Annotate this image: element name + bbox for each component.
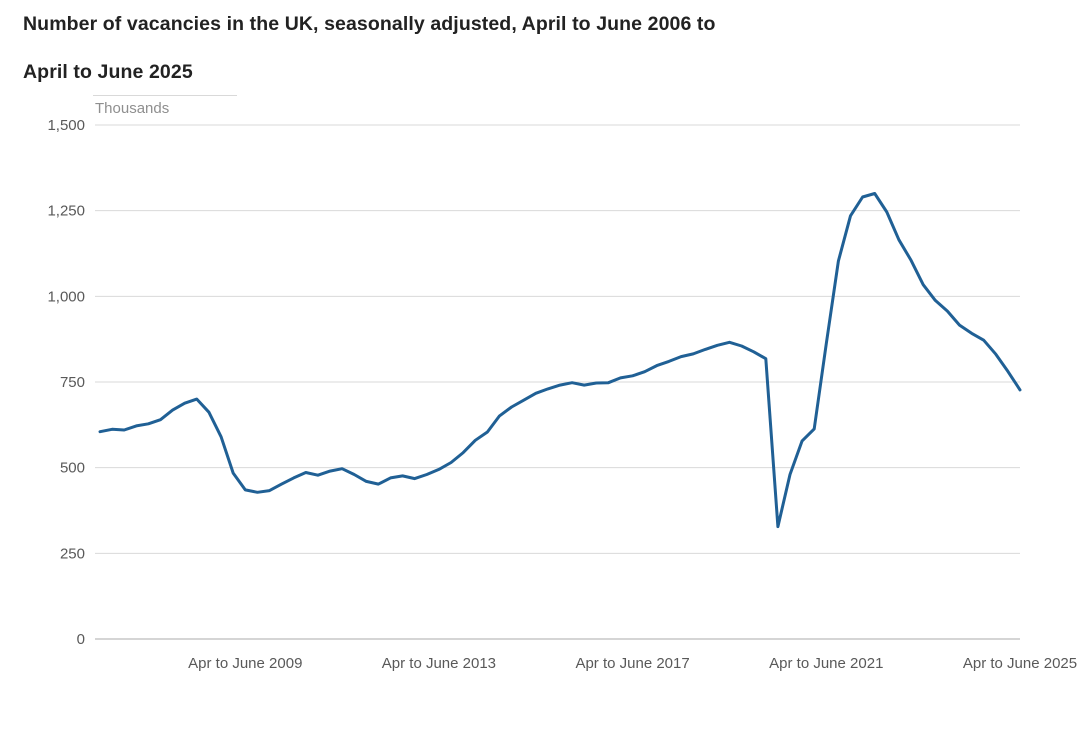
y-tick-label: 1,000 — [47, 288, 85, 305]
clipped-edge-line — [93, 95, 237, 96]
x-tick-label: Apr to June 2025 — [963, 655, 1077, 672]
x-tick-label: Apr to June 2017 — [575, 655, 689, 672]
chart-title-line-1: Number of vacancies in the UK, seasonall… — [23, 13, 716, 35]
x-tick-label: Apr to June 2021 — [769, 655, 883, 672]
y-tick-label: 750 — [60, 374, 85, 391]
chart-title-line-2: April to June 2025 — [23, 61, 193, 83]
y-tick-label: 1,500 — [47, 117, 85, 134]
y-tick-label: 250 — [60, 545, 85, 562]
x-tick-label: Apr to June 2009 — [188, 655, 302, 672]
chart-title: Number of vacancies in the UK, seasonall… — [23, 0, 716, 96]
vacancies-series-line — [98, 192, 1022, 529]
x-tick-label: Apr to June 2013 — [382, 655, 496, 672]
y-tick-label: 500 — [60, 460, 85, 477]
y-tick-label: 0 — [77, 631, 85, 648]
y-tick-label: 1,250 — [47, 203, 85, 220]
y-axis-unit-label: Thousands — [95, 100, 170, 117]
